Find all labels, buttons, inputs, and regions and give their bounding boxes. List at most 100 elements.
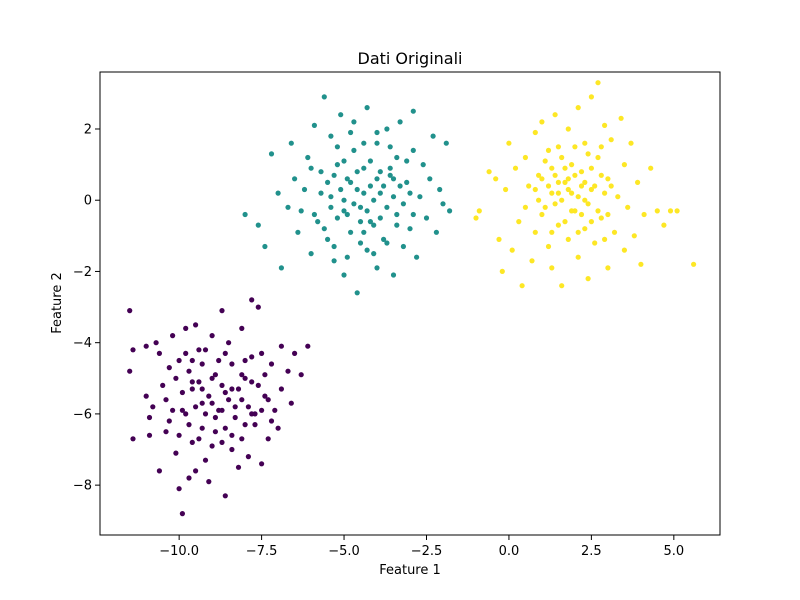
data-point [315,219,321,225]
y-tick-label: 2 [84,122,92,137]
points-layer [127,80,697,517]
data-point [255,304,261,310]
data-point [206,479,212,485]
data-point [618,115,624,121]
series-2 [473,80,697,289]
data-point [374,176,380,182]
data-point [536,197,542,203]
data-point [265,397,271,403]
data-point [235,386,242,392]
data-point [407,226,413,232]
data-point [526,183,532,189]
data-point [278,386,284,392]
data-point [186,422,192,428]
data-point [183,350,189,356]
data-point [417,194,423,200]
data-point [582,140,588,146]
data-point [186,368,192,374]
data-point [222,350,228,356]
data-point [588,94,595,100]
data-point [387,144,393,150]
data-point [226,340,232,346]
data-point [150,404,156,410]
data-point [255,382,261,388]
data-point [437,186,443,193]
data-point [199,400,205,406]
data-point [423,215,430,221]
data-point [608,183,614,189]
data-point [522,204,529,210]
data-point [338,186,344,193]
x-axis: −10.0 −7.5 −5.0 −2.5 0.0 2.5 5.0 [159,535,684,559]
data-point [146,414,153,421]
data-point [588,219,595,225]
data-point [222,425,228,431]
data-point [242,422,248,428]
data-point [325,236,331,242]
data-point [565,186,571,193]
data-point [242,211,248,218]
data-point [562,219,568,225]
data-point [209,443,215,449]
data-point [292,350,298,356]
data-point [288,140,294,146]
data-point [308,165,314,171]
data-point [189,439,195,445]
data-point [196,379,202,385]
data-point [351,147,357,153]
data-point [275,425,281,431]
data-point [348,179,354,185]
data-point [242,357,248,364]
data-point [384,126,390,132]
data-point [602,190,608,196]
data-point [562,179,568,185]
data-point [298,208,304,214]
data-point [272,407,278,413]
data-point [582,226,588,232]
data-point [160,382,166,388]
data-point [691,261,697,267]
data-point [127,368,133,374]
data-point [143,393,149,399]
data-point [156,350,162,356]
data-point [516,219,522,225]
data-point [367,183,373,189]
data-point [226,397,232,403]
data-point [595,208,601,214]
data-point [545,147,552,153]
data-point [361,165,367,171]
data-point [592,183,598,189]
data-point [146,432,153,438]
data-point [130,436,136,442]
plot-area-frame [99,71,721,536]
data-point [628,140,634,146]
data-point [285,204,291,210]
data-point [305,343,311,349]
data-point [229,446,235,453]
data-point [341,208,347,214]
data-point [588,186,595,193]
data-point [173,375,179,381]
data-point [585,151,591,157]
data-point [328,204,334,210]
data-point [183,325,189,331]
data-point [176,432,182,438]
y-tick-label: −4 [73,336,92,351]
data-point [578,211,585,218]
data-point [288,400,294,406]
data-point [374,129,380,136]
data-point [400,243,406,250]
data-point [331,243,337,250]
data-point [605,265,611,271]
data-point [249,297,255,303]
data-point [259,350,265,356]
data-point [268,418,275,424]
data-point [559,154,565,161]
data-point [509,247,515,253]
y-axis-label: Feature 2 [50,272,65,334]
data-point [321,94,327,100]
data-point [631,233,637,239]
data-point [433,229,439,235]
y-tick-label: −6 [73,407,92,422]
data-point [387,165,393,171]
